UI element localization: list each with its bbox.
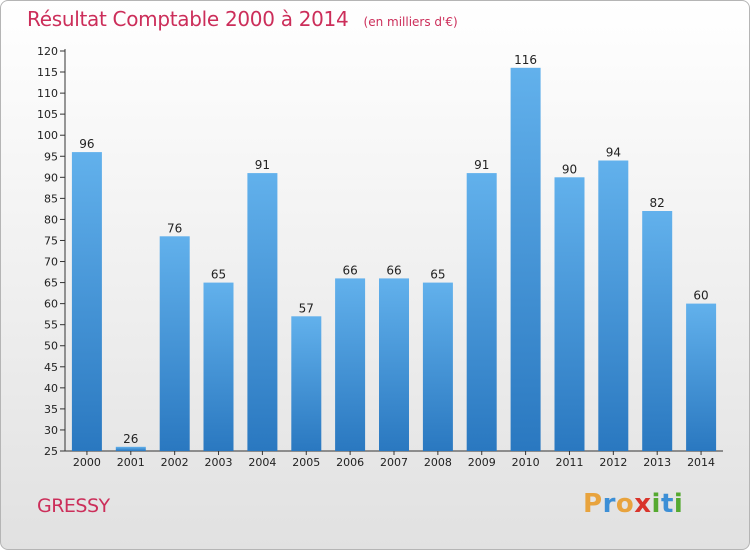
y-tick-label: 25 (44, 445, 58, 458)
bar-2013 (642, 211, 673, 451)
data-label-2003: 65 (211, 268, 226, 282)
data-label-2012: 94 (606, 146, 621, 160)
data-label-2001: 26 (123, 432, 138, 446)
y-tick-label: 30 (44, 424, 58, 437)
data-label-2010: 116 (514, 53, 537, 67)
x-tick-label: 2008 (424, 456, 452, 469)
data-label-2004: 91 (255, 158, 270, 172)
logo-letter: i (673, 489, 684, 519)
logo-letter: t (660, 489, 674, 519)
chart-subtitle: (en milliers d'€) (363, 15, 458, 29)
logo-letter: x (634, 489, 652, 519)
data-label-2005: 57 (299, 301, 314, 315)
title-row: Résultat Comptable 2000 à 2014 (en milli… (27, 7, 458, 31)
y-tick-label: 85 (44, 192, 58, 205)
y-tick-label: 50 (44, 340, 58, 353)
bar-2006 (335, 278, 366, 451)
bar-2005 (291, 316, 322, 451)
y-tick-label: 70 (44, 256, 58, 269)
y-tick-label: 55 (44, 319, 58, 332)
y-tick-label: 120 (37, 45, 58, 58)
y-tick-label: 95 (44, 150, 58, 163)
bar-2012 (598, 160, 629, 451)
data-label-2014: 60 (693, 289, 708, 303)
bar-2003 (203, 282, 234, 451)
bar-2000 (71, 152, 102, 451)
y-tick-label: 40 (44, 382, 58, 395)
x-tick-label: 2003 (205, 456, 233, 469)
bar-2008 (422, 282, 453, 451)
y-tick-label: 45 (44, 361, 58, 374)
y-tick-label: 75 (44, 234, 58, 247)
data-label-2007: 66 (386, 263, 401, 277)
x-tick-label: 2002 (161, 456, 189, 469)
bar-2002 (159, 236, 190, 451)
x-tick-label: 2001 (117, 456, 145, 469)
logo-letter: P (583, 489, 603, 519)
x-tick-label: 2004 (248, 456, 276, 469)
data-label-2009: 91 (474, 158, 489, 172)
data-label-2000: 96 (79, 137, 94, 151)
data-label-2002: 76 (167, 221, 182, 235)
data-label-2013: 82 (650, 196, 665, 210)
x-tick-label: 2005 (292, 456, 320, 469)
bar-2010 (510, 67, 541, 452)
x-axis: 2000 2001 2002 2003 2004 2005 2006 2007 2008 2009… (65, 450, 723, 469)
y-tick-label: 100 (37, 129, 58, 142)
y-tick-label: 90 (44, 171, 58, 184)
y-tick-label: 65 (44, 277, 58, 290)
x-tick-label: 2011 (555, 456, 583, 469)
x-tick-label: 2012 (599, 456, 627, 469)
logo-letter: r (602, 489, 616, 519)
y-tick-label: 110 (37, 87, 58, 100)
x-tick-label: 2013 (643, 456, 671, 469)
chart-title: Résultat Comptable 2000 à 2014 (27, 7, 349, 31)
data-label-2011: 90 (562, 162, 577, 176)
x-tick-label: 2000 (73, 456, 101, 469)
y-tick-label: 105 (37, 108, 58, 121)
bar-2011 (554, 177, 585, 452)
x-tick-label: 2007 (380, 456, 408, 469)
y-axis: 25 30 35 40 45 50 55 60 65 70 75 80 85 90 95 100 105 110 1… (37, 45, 66, 458)
x-tick-label: 2006 (336, 456, 364, 469)
bar-2004 (247, 173, 278, 451)
y-tick-label: 60 (44, 298, 58, 311)
bar-2007 (379, 278, 409, 451)
logo-letter: i (651, 489, 661, 519)
data-labels: 96 26 76 65 91 57 66 66 65 91 116 90 94 82 60 (79, 53, 708, 446)
bars (71, 67, 717, 452)
bar-2001 (115, 446, 146, 451)
proxiti-logo: Proxiti (583, 489, 683, 519)
x-tick-label: 2014 (687, 456, 715, 469)
bar-2009 (466, 173, 497, 451)
y-tick-label: 115 (37, 66, 58, 79)
data-label-2008: 65 (430, 268, 445, 282)
data-label-2006: 66 (342, 263, 357, 277)
y-tick-label: 80 (44, 213, 58, 226)
x-tick-label: 2009 (468, 456, 496, 469)
y-tick-label: 35 (44, 403, 58, 416)
location-label: GRESSY (37, 495, 110, 517)
logo-letter: o (615, 489, 635, 519)
bar-2014 (686, 303, 717, 451)
x-tick-label: 2010 (512, 456, 540, 469)
